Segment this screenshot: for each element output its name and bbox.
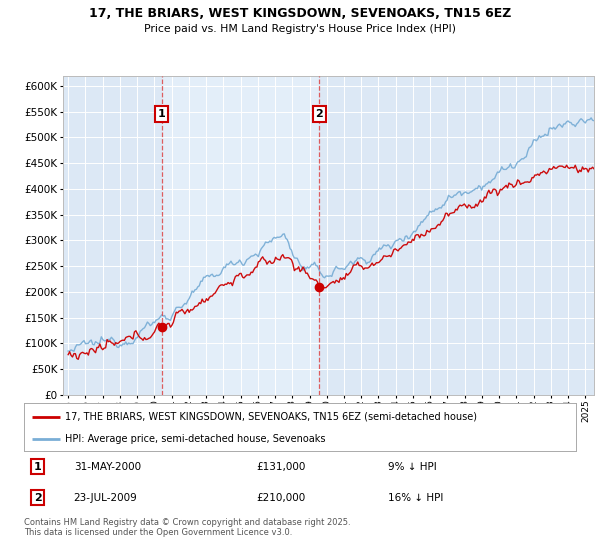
Text: 2: 2 [34, 493, 41, 503]
Text: 31-MAY-2000: 31-MAY-2000 [74, 461, 141, 472]
Text: 17, THE BRIARS, WEST KINGSDOWN, SEVENOAKS, TN15 6EZ: 17, THE BRIARS, WEST KINGSDOWN, SEVENOAK… [89, 7, 511, 20]
Text: 2: 2 [316, 109, 323, 119]
Text: 17, THE BRIARS, WEST KINGSDOWN, SEVENOAKS, TN15 6EZ (semi-detached house): 17, THE BRIARS, WEST KINGSDOWN, SEVENOAK… [65, 412, 478, 422]
Text: 1: 1 [158, 109, 166, 119]
Text: 1: 1 [34, 461, 41, 472]
Text: 23-JUL-2009: 23-JUL-2009 [74, 493, 137, 503]
Text: Contains HM Land Registry data © Crown copyright and database right 2025.
This d: Contains HM Land Registry data © Crown c… [24, 518, 350, 538]
Text: £131,000: £131,000 [256, 461, 305, 472]
Text: £210,000: £210,000 [256, 493, 305, 503]
Bar [161, 76, 319, 395]
Text: Price paid vs. HM Land Registry's House Price Index (HPI): Price paid vs. HM Land Registry's House … [144, 24, 456, 34]
Text: 9% ↓ HPI: 9% ↓ HPI [388, 461, 437, 472]
Text: HPI: Average price, semi-detached house, Sevenoaks: HPI: Average price, semi-detached house,… [65, 435, 326, 445]
Text: 16% ↓ HPI: 16% ↓ HPI [388, 493, 443, 503]
